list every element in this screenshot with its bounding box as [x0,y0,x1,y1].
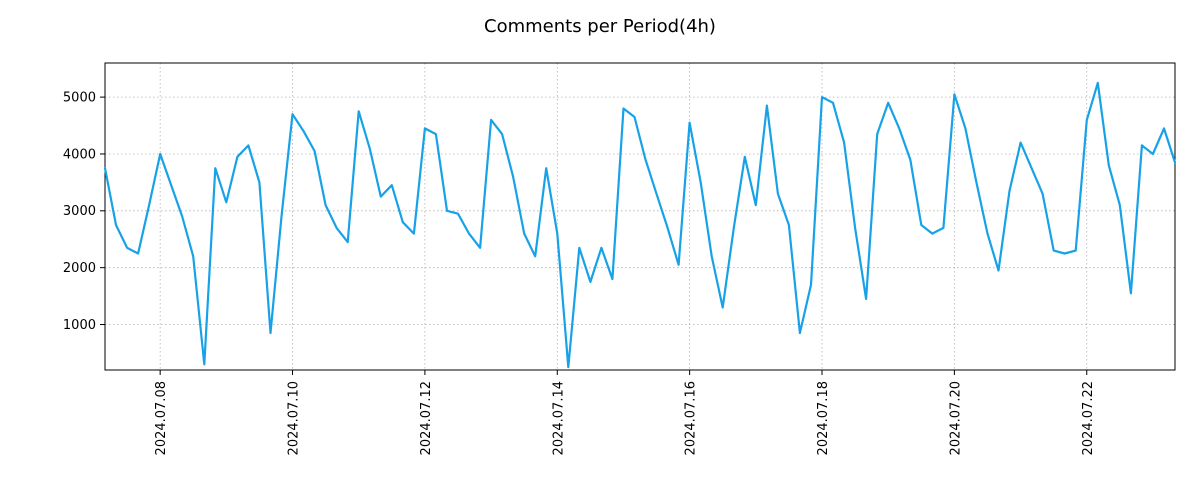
y-tick-label: 5000 [63,90,96,105]
gridlines [105,63,1175,370]
x-tick-label: 2024.07.20 [948,381,963,455]
plot-frame [104,62,1176,371]
x-tick-label: 2024.07.10 [287,381,302,455]
x-tick-label: 2024.07.22 [1081,381,1096,455]
x-tick-label: 2024.07.12 [419,381,434,455]
y-tick-label: 2000 [63,261,96,276]
y-tick-label: 4000 [63,147,96,162]
axes: 1000 2000 3000 4000 5000 2024.07.08 2024.07.10… [63,62,1176,455]
comments-line [103,81,1177,369]
x-tick-label: 2024.07.14 [551,381,566,455]
x-tick-label: 2024.07.16 [684,381,699,455]
y-tick-label: 1000 [63,318,96,333]
chart-title: Comments per Period(4h) [484,16,716,37]
y-tick-label: 3000 [63,204,96,219]
x-tick-label: 2024.07.08 [154,381,169,455]
data-series [103,81,1177,369]
x-tick-label: 2024.07.18 [816,381,831,455]
